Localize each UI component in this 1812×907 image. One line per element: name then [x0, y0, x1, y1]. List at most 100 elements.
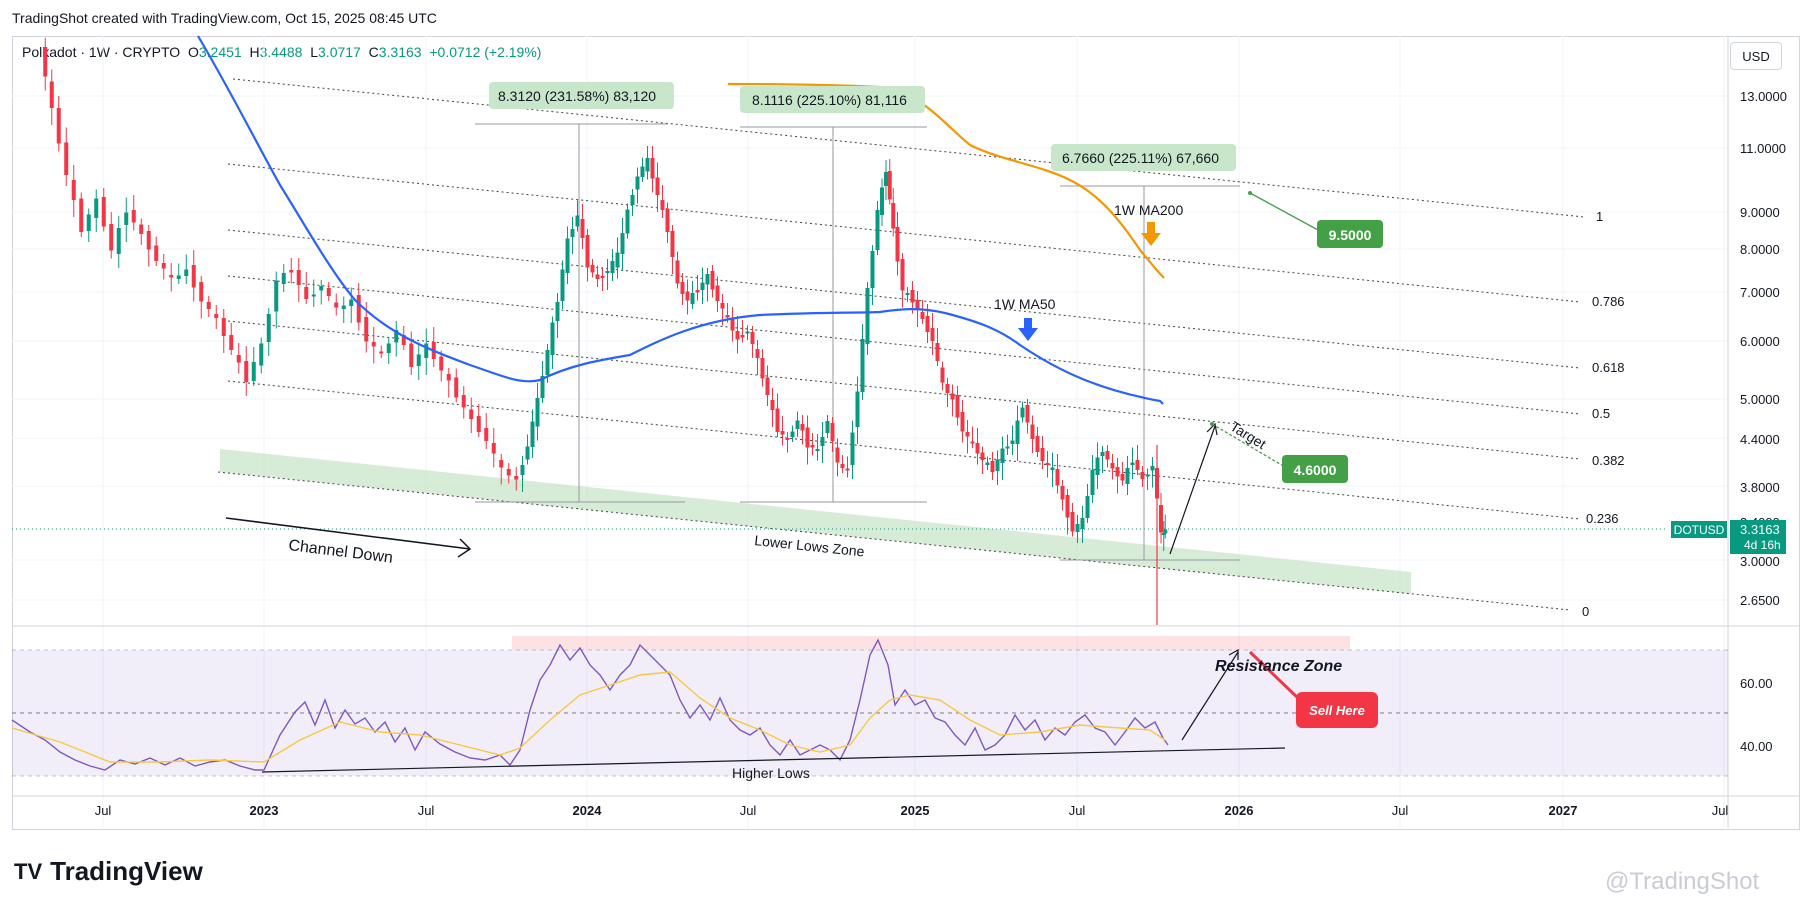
candle-body	[386, 343, 391, 353]
candle-body	[880, 187, 884, 215]
time-tick: Jul	[1712, 803, 1729, 818]
candle-body	[795, 420, 800, 429]
bar-countdown: 4d 16h	[1744, 538, 1781, 552]
candle-body	[830, 423, 835, 441]
candle-body	[570, 229, 575, 237]
fib-label-0786: 0.786	[1592, 294, 1625, 309]
candle-body	[214, 314, 219, 318]
candle-body	[416, 354, 421, 366]
candle-body	[131, 210, 136, 223]
candle-body	[236, 355, 241, 363]
candle-body	[850, 432, 855, 465]
sell-here-box	[1296, 692, 1378, 728]
tradingview-logo-text: TradingView	[50, 856, 203, 886]
candle-body	[985, 462, 990, 465]
price-tick: 13.0000	[1740, 89, 1787, 104]
candle-body	[311, 294, 316, 297]
candle-body	[650, 158, 655, 179]
candle-body	[520, 465, 525, 475]
candle-body	[1015, 420, 1020, 444]
candle-body	[970, 441, 975, 444]
candle-body	[1130, 462, 1135, 465]
time-tick: 2026	[1225, 803, 1254, 818]
candle-body	[1080, 518, 1085, 529]
candle-body	[304, 287, 309, 299]
candle-body	[1125, 468, 1130, 484]
candle-body	[820, 437, 825, 446]
price-tick: 6.0000	[1740, 334, 1780, 349]
candle-body	[645, 158, 650, 172]
candle-body	[1085, 496, 1090, 518]
candle-body	[349, 299, 354, 306]
candle-body	[920, 312, 925, 319]
candle-body	[825, 421, 830, 433]
candle-body	[840, 464, 845, 468]
candle-body	[615, 252, 620, 268]
candle-body	[1025, 405, 1030, 423]
channel-down-arrow	[225, 517, 472, 558]
candle-body	[206, 302, 211, 309]
candle-body	[1030, 424, 1035, 439]
time-axis: Jul 2023 Jul 2024 Jul 2025 Jul 2026 Jul …	[95, 803, 1729, 818]
candle-body	[1100, 452, 1105, 456]
candle-body	[454, 377, 459, 398]
candle-body	[915, 300, 920, 310]
candle-body	[1115, 467, 1120, 477]
candle-body	[725, 315, 730, 318]
candle-body	[580, 219, 585, 238]
candle-body	[1035, 436, 1040, 452]
candle-body	[244, 361, 249, 382]
candle-body	[56, 108, 61, 144]
candle-body	[1145, 474, 1150, 477]
candle-body	[670, 231, 675, 257]
candle-body	[610, 261, 615, 273]
time-tick: Jul	[95, 803, 112, 818]
candle-body	[940, 367, 945, 383]
candle-body	[1040, 448, 1045, 461]
ma50-label: 1W MA50	[994, 296, 1056, 312]
candle-body	[995, 459, 1000, 471]
ma50-arrow-icon	[1018, 318, 1038, 341]
candle-body	[499, 460, 504, 468]
candle-body	[1163, 529, 1168, 534]
candle-body	[1120, 474, 1125, 481]
candle-body	[765, 377, 770, 395]
candle-body	[700, 282, 705, 290]
resistance-zone-rect	[512, 636, 1350, 650]
candle-body	[525, 446, 530, 460]
time-tick: Jul	[418, 803, 435, 818]
target1-value: 9.5000	[1329, 227, 1372, 243]
candle-body	[565, 238, 570, 273]
candle-body	[620, 233, 625, 254]
target-arrow	[1169, 422, 1218, 555]
candle-body	[900, 259, 905, 291]
low-value: 3.0717	[318, 44, 361, 60]
price-tick: 9.0000	[1740, 205, 1780, 220]
currency-button[interactable]: USD	[1730, 42, 1782, 70]
candle-body	[116, 228, 121, 254]
candle-body	[745, 331, 750, 334]
candle-body	[990, 461, 995, 472]
candle-body	[845, 468, 850, 471]
symbol-legend: Polkadot · 1W · CRYPTO O3.2451 H3.4488 L…	[22, 44, 541, 60]
fib-level-labels: 1 0.786 0.618 0.5 0.382 0.236 0	[1582, 209, 1625, 619]
tradingview-logo[interactable]: TV TradingView	[14, 856, 203, 887]
candle-body	[1005, 446, 1010, 449]
low-label: L	[310, 44, 319, 60]
fib-label-0: 0	[1582, 604, 1589, 619]
target-label: Target	[1227, 418, 1269, 452]
candle-body	[79, 198, 84, 232]
candle-body	[555, 302, 560, 321]
candle-body	[800, 424, 805, 431]
candle-body	[64, 142, 69, 175]
candle-body	[394, 330, 399, 343]
candle-body	[446, 374, 451, 381]
price-tick: 4.4000	[1740, 432, 1780, 447]
symbol-title[interactable]: Polkadot · 1W · CRYPTO	[22, 44, 181, 60]
candle-body	[401, 335, 406, 345]
candle-body	[1095, 457, 1100, 475]
symbol-price-tag	[1671, 521, 1727, 538]
candle-body	[705, 274, 710, 285]
candle-body	[710, 271, 715, 290]
